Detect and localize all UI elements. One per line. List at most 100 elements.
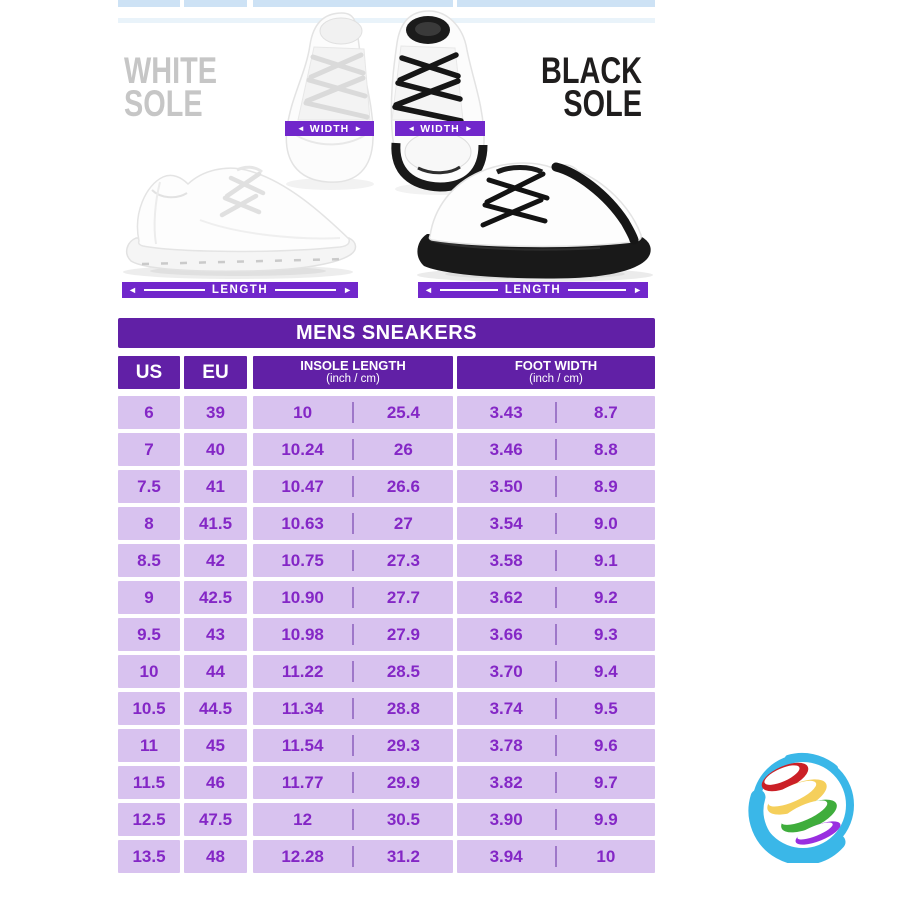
foot-cm-value: 9.0 (594, 513, 618, 533)
cell-divider (352, 402, 354, 423)
eu-size-cell: 41 (184, 470, 247, 503)
insole-cm-value: 26.6 (386, 476, 420, 496)
table-title: MENS SNEAKERS (296, 321, 477, 344)
foot-width-cell: 3.90 9.9 (457, 803, 655, 836)
foot-width-cell: 3.54 9.0 (457, 507, 655, 540)
arrow-left-icon: ◄ (424, 285, 433, 295)
red-band (761, 762, 809, 792)
insole-cm-value: 27.7 (386, 587, 420, 607)
insole-inch-value: 10.90 (281, 587, 324, 607)
cell-divider (555, 476, 557, 497)
eu-size-cell: 41.5 (184, 507, 247, 540)
arrow-right-icon: ► (464, 124, 473, 133)
cell-divider (352, 476, 354, 497)
table-row: 10.5 44.5 11.34 28.8 3.74 9.5 (118, 692, 655, 725)
table-row: 12.5 47.5 12 30.5 3.90 9.9 (118, 803, 655, 836)
eu-size-cell: 47.5 (184, 803, 247, 836)
header-foot-width: FOOT WIDTH (inch / cm) (457, 356, 655, 389)
arrow-left-icon: ◄ (128, 285, 137, 295)
length-label: LENGTH (504, 284, 562, 296)
cell-divider (555, 550, 557, 571)
black-sole-line2: SOLE (563, 83, 642, 124)
insole-inch-value: 12.28 (281, 846, 324, 866)
foot-cm-value: 9.5 (594, 698, 618, 718)
us-size-cell: 13.5 (118, 840, 180, 873)
us-size-cell: 11.5 (118, 766, 180, 799)
foot-inch-value: 3.46 (489, 439, 523, 459)
arrow-left-icon: ◄ (296, 124, 305, 133)
foot-width-cell: 3.82 9.7 (457, 766, 655, 799)
cell-divider (555, 735, 557, 756)
insole-cm-value: 29.3 (386, 735, 420, 755)
foot-inch-value: 3.43 (489, 402, 523, 422)
width-label: WIDTH (309, 122, 350, 135)
table-row: 11.5 46 11.77 29.9 3.82 9.7 (118, 766, 655, 799)
insole-length-cell: 10.47 26.6 (253, 470, 453, 503)
insole-inch-value: 10.24 (281, 439, 324, 459)
foot-width-cell: 3.62 9.2 (457, 581, 655, 614)
fragment-cell (457, 0, 655, 7)
eu-size-cell: 43 (184, 618, 247, 651)
foot-cm-value: 9.1 (594, 550, 618, 570)
arrow-left-icon: ◄ (407, 124, 416, 133)
black-sole-line1: BLACK (541, 50, 642, 91)
insole-inch-value: 11.34 (281, 698, 324, 718)
length-measure-bar-right: ◄ LENGTH ► (418, 282, 648, 298)
insole-inch-value: 10 (293, 402, 313, 422)
side-view-black-sole-sneaker (417, 162, 651, 279)
cell-divider (555, 772, 557, 793)
foot-width-cell: 3.94 10 (457, 840, 655, 873)
black-sole-rim (391, 142, 488, 192)
insole-cm-value: 30.5 (386, 809, 420, 829)
insole-cm-value: 27 (393, 513, 413, 533)
arrow-right-icon: ► (343, 285, 352, 295)
header-eu: EU (184, 356, 247, 389)
insole-inch-value: 10.98 (281, 624, 324, 644)
insole-inch-value: 11.54 (281, 735, 324, 755)
table-title-banner: MENS SNEAKERS (118, 318, 655, 348)
foot-inch-value: 3.50 (489, 476, 523, 496)
foot-inch-value: 3.58 (489, 550, 523, 570)
foot-inch-value: 3.70 (489, 661, 523, 681)
insole-length-cell: 12 30.5 (253, 803, 453, 836)
cell-divider (555, 624, 557, 645)
purple-band (795, 821, 841, 845)
foot-inch-value: 3.78 (489, 735, 523, 755)
sneakers-photo-illustration (123, 10, 653, 282)
table-row: 7.5 41 10.47 26.6 3.50 8.9 (118, 470, 655, 503)
black-laces (480, 171, 550, 228)
length-measure-bar-left: ◄ LENGTH ► (122, 282, 358, 298)
insole-length-cell: 11.22 28.5 (253, 655, 453, 688)
foot-inch-value: 3.94 (489, 846, 523, 866)
cell-divider (555, 809, 557, 830)
table-row: 10 44 11.22 28.5 3.70 9.4 (118, 655, 655, 688)
cell-divider (352, 846, 354, 867)
table-row: 8.5 42 10.75 27.3 3.58 9.1 (118, 544, 655, 577)
eu-size-cell: 44.5 (184, 692, 247, 725)
foot-width-cell: 3.74 9.5 (457, 692, 655, 725)
green-band (781, 799, 837, 833)
cell-divider (555, 439, 557, 460)
foot-cm-value: 8.7 (594, 402, 618, 422)
top-view-black-sole-sneaker (390, 10, 488, 192)
table-row: 7 40 10.24 26 3.46 8.8 (118, 433, 655, 466)
eu-size-cell: 40 (184, 433, 247, 466)
black-sole-title: BLACK SOLE (440, 50, 642, 124)
side-view-white-sneaker (125, 165, 357, 272)
measure-line (143, 289, 205, 291)
insole-length-cell: 10.90 27.7 (253, 581, 453, 614)
insole-inch-value: 11.22 (281, 661, 324, 681)
cell-divider (352, 735, 354, 756)
us-size-cell: 8 (118, 507, 180, 540)
us-size-cell: 6 (118, 396, 180, 429)
insole-inch-value: 10.47 (281, 476, 324, 496)
foot-cm-value: 10 (596, 846, 616, 866)
eu-size-cell: 45 (184, 729, 247, 762)
black-collar-trim (551, 162, 639, 245)
us-size-cell: 7.5 (118, 470, 180, 503)
insole-cm-value: 31.2 (386, 846, 420, 866)
insole-inch-value: 11.77 (281, 772, 324, 792)
insole-length-cell: 10.75 27.3 (253, 544, 453, 577)
foot-width-cell: 3.66 9.3 (457, 618, 655, 651)
